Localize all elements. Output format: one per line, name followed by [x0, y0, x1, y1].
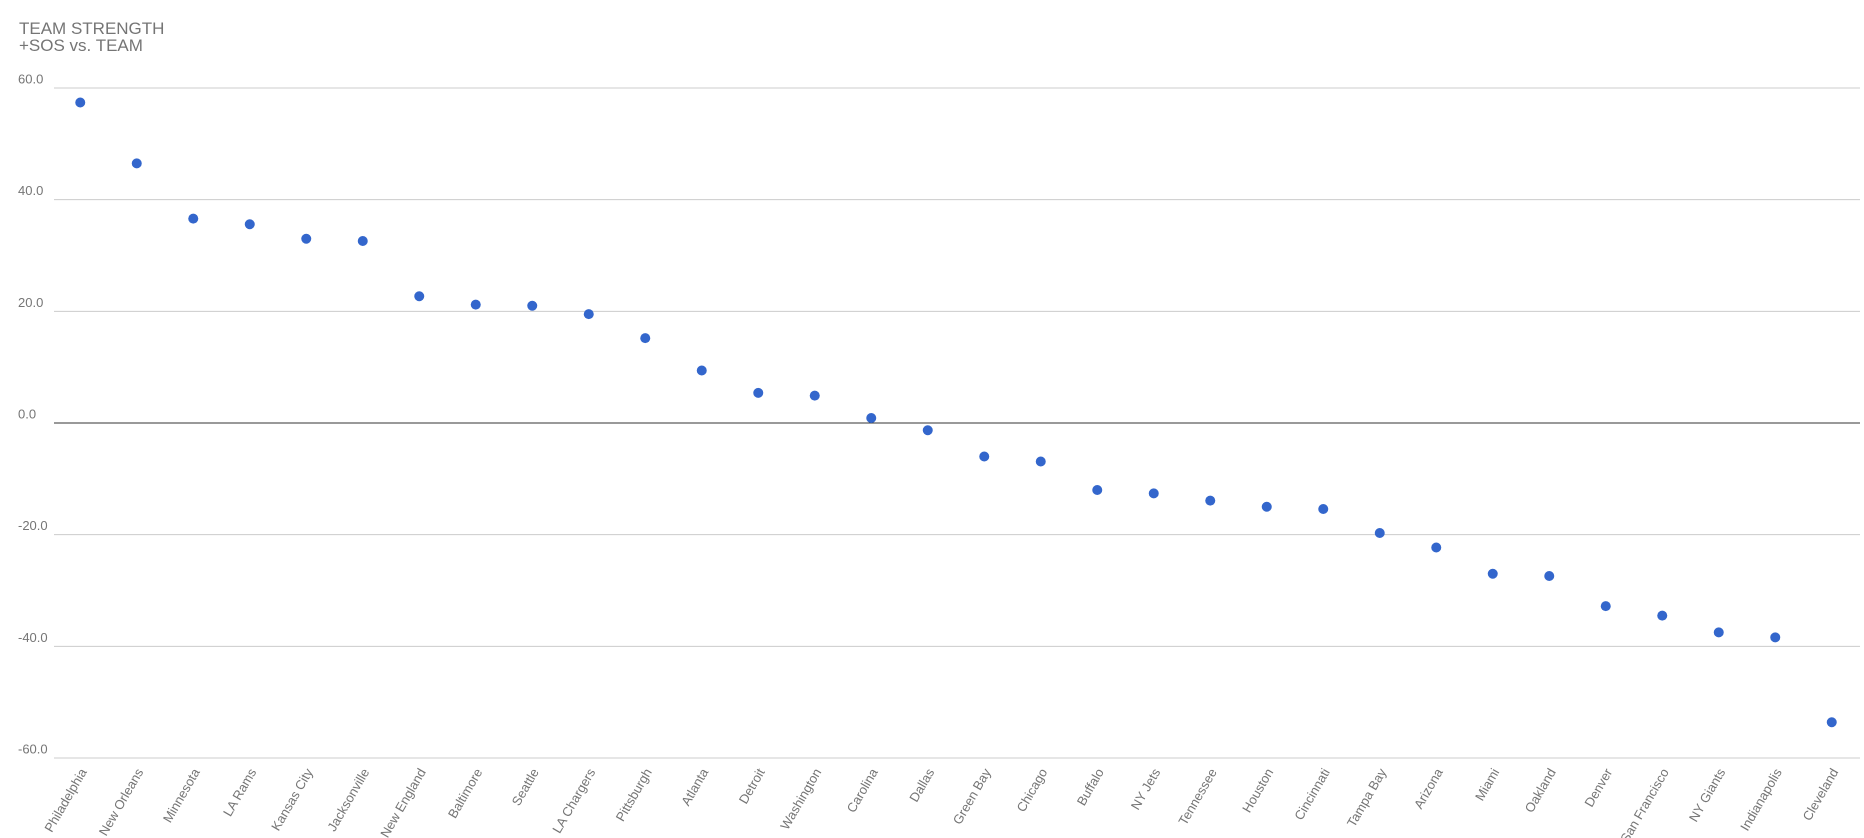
- y-tick-label: -20.0: [18, 518, 48, 533]
- x-tick-label: San Francisco: [1617, 766, 1672, 838]
- y-tick-label: -40.0: [18, 630, 48, 645]
- point: [753, 387, 764, 398]
- point: [1713, 627, 1724, 638]
- chart-subtitle: +SOS vs. TEAM: [19, 36, 143, 55]
- point: [188, 213, 199, 224]
- point: [979, 451, 990, 462]
- point: [1035, 456, 1046, 467]
- y-tick-label: 60.0: [18, 71, 43, 86]
- point: [866, 412, 877, 423]
- x-tick-label: Philadelphia: [41, 765, 90, 835]
- point: [1148, 488, 1159, 499]
- x-tick-label: New England: [377, 766, 429, 838]
- point: [1374, 527, 1385, 538]
- point: [1205, 495, 1216, 506]
- point: [1826, 717, 1837, 728]
- point: [1487, 568, 1498, 579]
- x-tick-label: Carolina: [844, 765, 882, 815]
- x-tick-label: Denver: [1581, 765, 1615, 809]
- point: [414, 291, 425, 302]
- x-tick-label: LA Rams: [220, 765, 260, 819]
- point: [1600, 601, 1611, 612]
- point: [809, 390, 820, 401]
- x-tick-label: Chicago: [1013, 766, 1050, 815]
- y-tick-label: -60.0: [18, 741, 48, 756]
- point: [131, 158, 142, 169]
- point: [1431, 542, 1442, 553]
- x-tick-label: Indianapolis: [1737, 765, 1785, 833]
- x-tick-label: Cleveland: [1799, 766, 1841, 824]
- point: [640, 333, 651, 344]
- x-tick-label: Cincinnati: [1291, 766, 1333, 823]
- x-tick-label: Arizona: [1411, 765, 1446, 811]
- x-tick-label: Tampa Bay: [1344, 765, 1390, 829]
- chart-title: TEAM STRENGTH: [19, 19, 164, 38]
- point: [1261, 501, 1272, 512]
- point: [1544, 570, 1555, 581]
- x-tick-label: Pittsburgh: [613, 766, 655, 824]
- point: [1318, 503, 1329, 514]
- x-tick-label: Kansas City: [268, 765, 316, 833]
- point: [75, 97, 86, 108]
- x-tick-label: Minnesota: [160, 765, 203, 825]
- point: [527, 300, 538, 311]
- point: [583, 309, 594, 320]
- y-tick-label: 20.0: [18, 295, 43, 310]
- x-tick-label: Washington: [777, 766, 824, 833]
- point: [922, 425, 933, 436]
- x-tick-label: Seattle: [509, 766, 542, 809]
- x-tick-label: Miami: [1472, 766, 1502, 804]
- x-tick-label: Green Bay: [950, 765, 994, 827]
- x-tick-label: Tennessee: [1175, 766, 1219, 828]
- x-tick-label: Dallas: [906, 765, 937, 804]
- x-tick-label: NY Giants: [1686, 765, 1729, 824]
- point: [470, 299, 481, 310]
- point: [244, 219, 255, 230]
- x-tick-label: Oakland: [1522, 766, 1559, 815]
- x-tick-label: NY Jets: [1128, 765, 1164, 812]
- x-tick-label: Atlanta: [678, 765, 712, 808]
- y-tick-label: 0.0: [18, 406, 36, 421]
- point: [357, 235, 368, 246]
- point: [1657, 610, 1668, 621]
- point: [1092, 485, 1103, 495]
- x-tick-label: New Orleans: [96, 765, 147, 838]
- point: [1770, 632, 1781, 643]
- x-tick-label: Detroit: [736, 765, 768, 806]
- point: [696, 365, 707, 376]
- x-tick-label: LA Chargers: [549, 765, 598, 836]
- x-tick-label: Houston: [1239, 766, 1276, 815]
- y-tick-label: 40.0: [18, 183, 43, 198]
- point: [301, 233, 312, 244]
- x-tick-label: Baltimore: [445, 766, 485, 821]
- x-tick-label: Jacksonville: [324, 766, 372, 834]
- x-tick-label: Buffalo: [1074, 766, 1107, 808]
